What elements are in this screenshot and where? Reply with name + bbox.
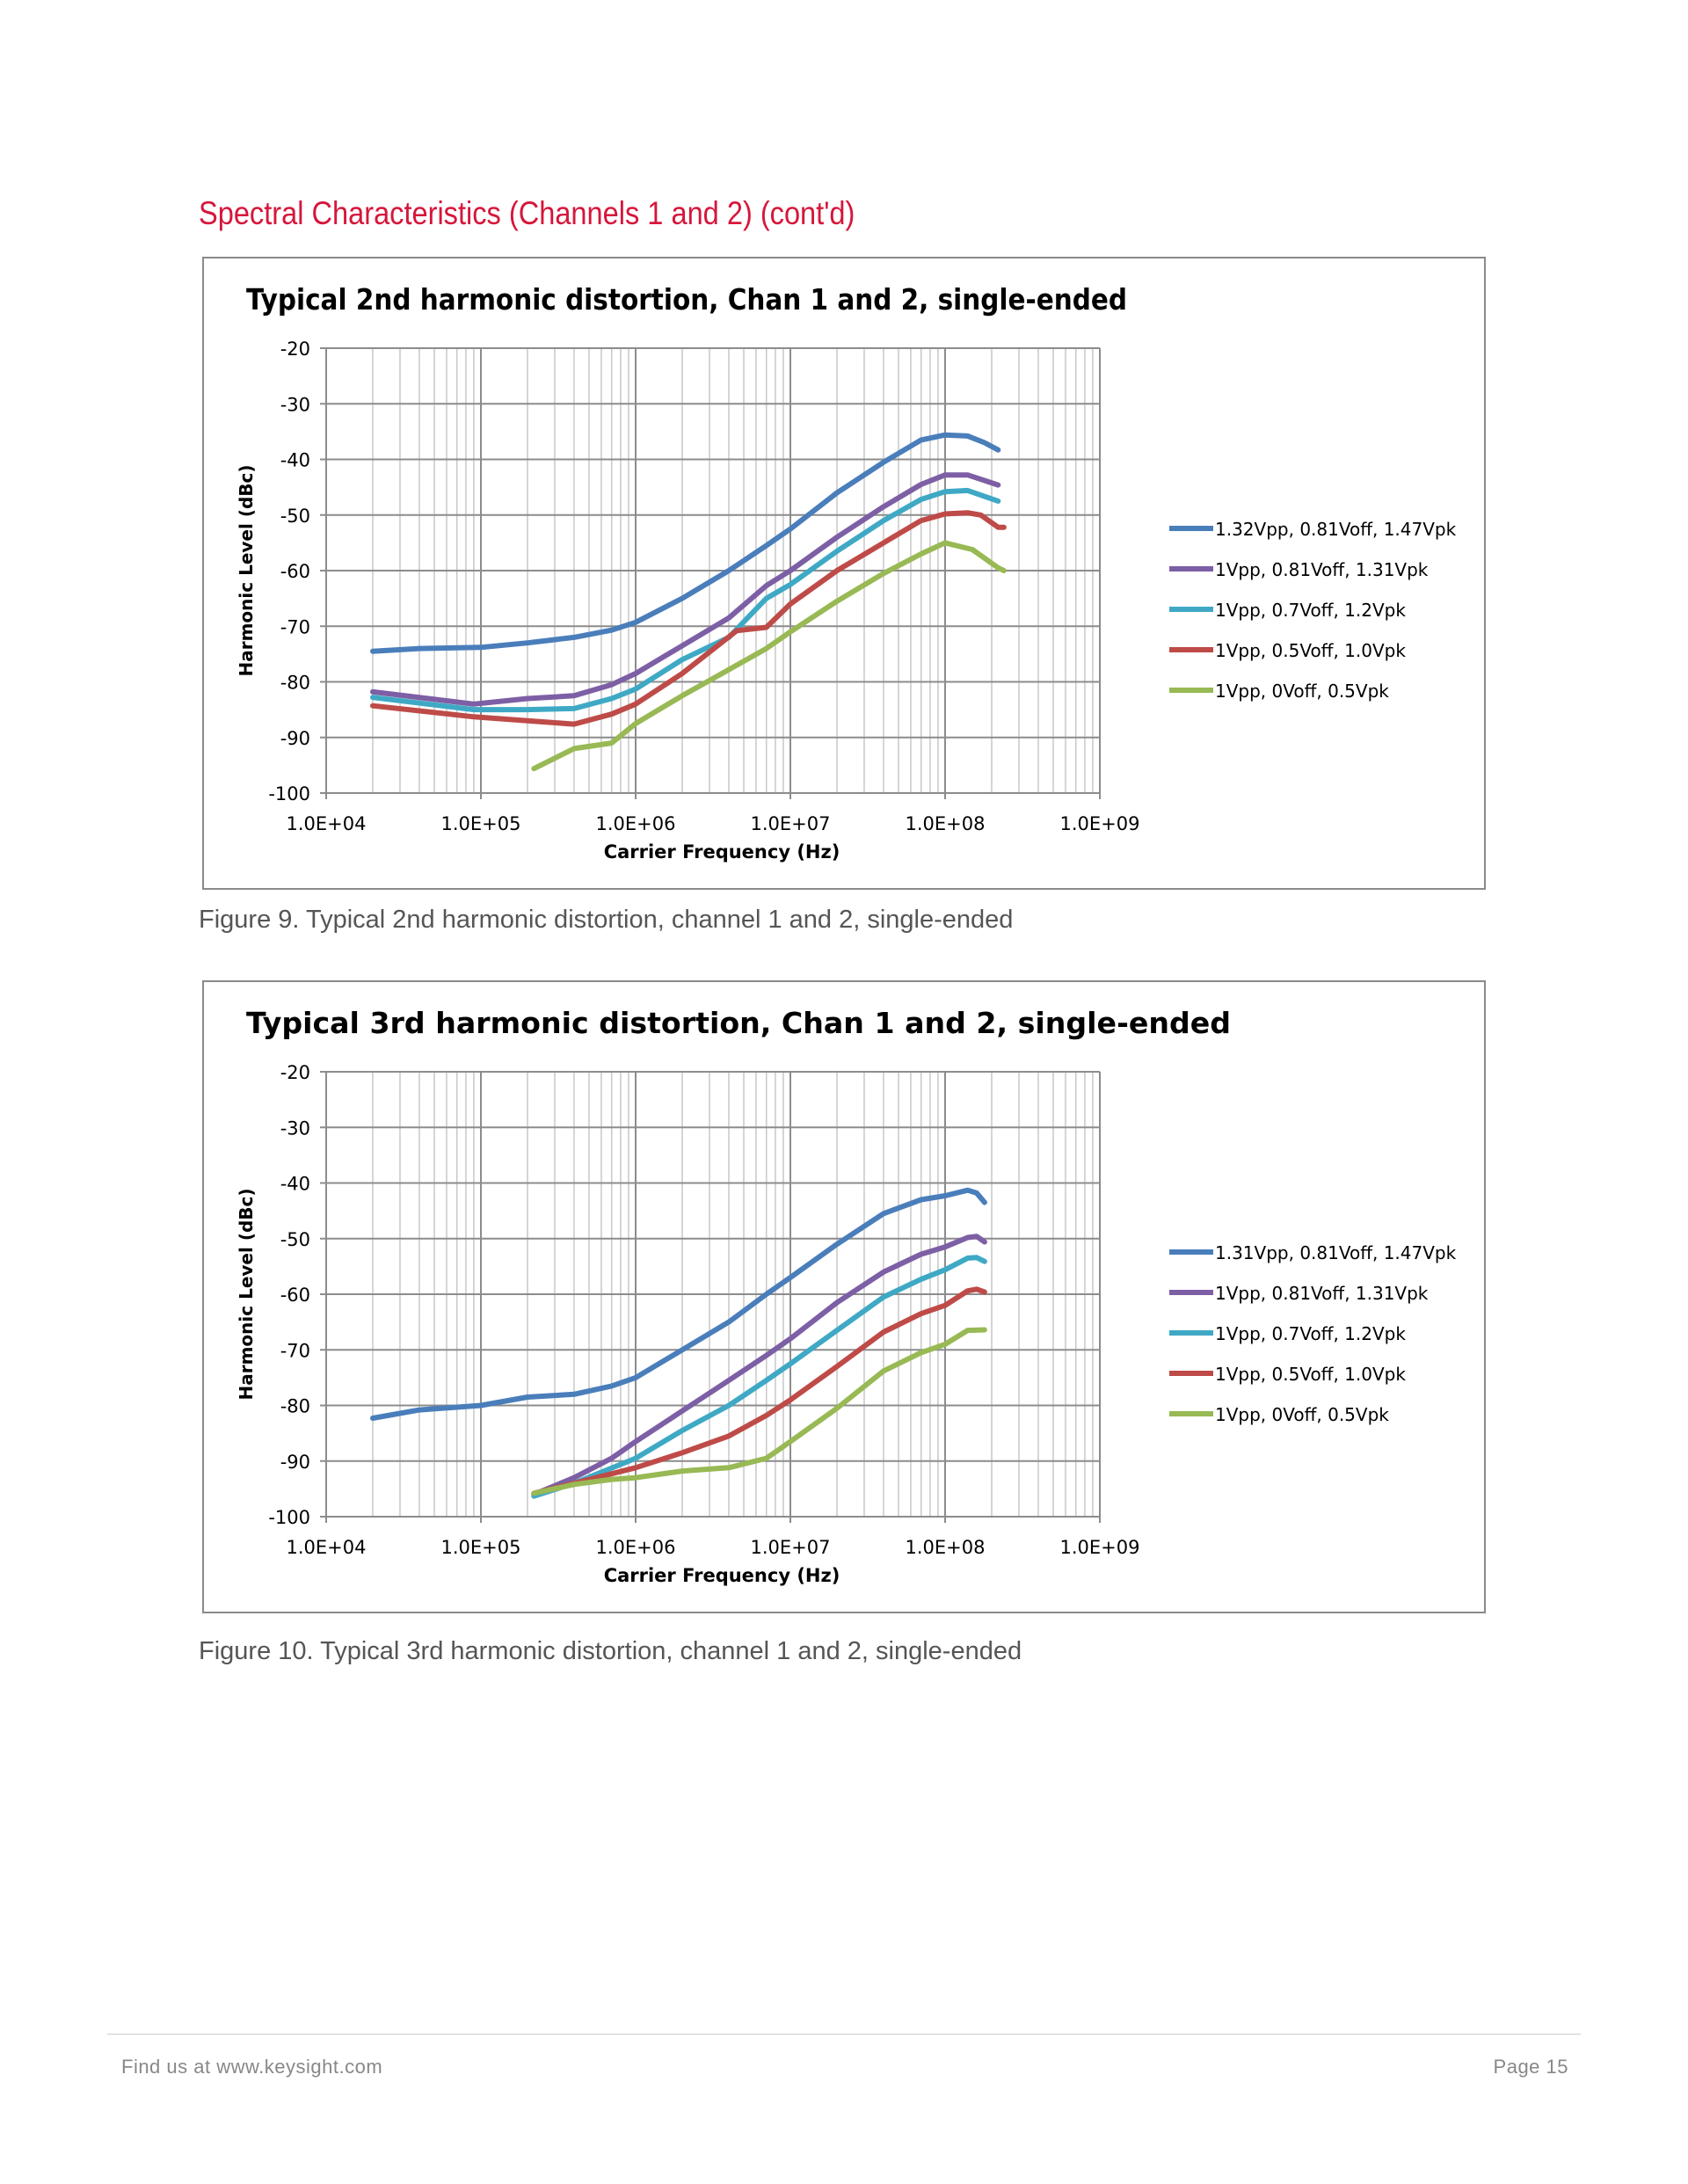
y-tick-label: -100: [268, 1507, 310, 1528]
series-line-5: [531, 1327, 987, 1496]
x-tick-label: 1.0E+08: [906, 1537, 986, 1558]
y-tick-label: -40: [280, 450, 310, 471]
y-tick-label: -90: [280, 728, 310, 749]
figure-9-caption: Figure 9. Typical 2nd harmonic distortio…: [199, 906, 1014, 934]
chart-svg: Typical 2nd harmonic distortion, Chan 1 …: [236, 282, 1457, 863]
series-line-4: [531, 1286, 987, 1496]
legend-label-2: 1Vpp, 0.81Voff, 1.31Vpk: [1215, 559, 1429, 580]
footer-divider: [107, 2034, 1581, 2035]
y-tick-label: -30: [280, 394, 310, 415]
legend-label-3: 1Vpp, 0.7Voff, 1.2Vpk: [1215, 600, 1406, 621]
y-tick-label: -40: [280, 1174, 310, 1195]
series-line-5: [531, 540, 1007, 772]
chart-title: Typical 3rd harmonic distortion, Chan 1 …: [246, 1006, 1231, 1040]
legend-label-1: 1.32Vpp, 0.81Voff, 1.47Vpk: [1215, 519, 1457, 540]
y-tick-label: -30: [280, 1117, 310, 1139]
series-line-2: [370, 472, 1001, 707]
y-tick-label: -60: [280, 561, 310, 582]
x-tick-label: 1.0E+05: [441, 813, 521, 834]
chart-title: Typical 2nd harmonic distortion, Chan 1 …: [246, 282, 1127, 317]
legend-label-1: 1.31Vpp, 0.81Voff, 1.47Vpk: [1215, 1242, 1457, 1263]
legend-label-5: 1Vpp, 0Voff, 0.5Vpk: [1215, 681, 1389, 702]
x-tick-label: 1.0E+05: [441, 1537, 521, 1558]
legend-label-5: 1Vpp, 0Voff, 0.5Vpk: [1215, 1404, 1389, 1425]
x-axis-label: Carrier Frequency (Hz): [604, 1565, 840, 1586]
x-tick-label: 1.0E+09: [1060, 813, 1140, 834]
footer-website[interactable]: Find us at www.keysight.com: [121, 2056, 383, 2078]
footer-page-number: Page 15: [1493, 2056, 1568, 2078]
legend-label-4: 1Vpp, 0.5Voff, 1.0Vpk: [1215, 640, 1406, 661]
series-line-3: [531, 1255, 987, 1499]
chart-svg: Typical 3rd harmonic distortion, Chan 1 …: [236, 1006, 1457, 1586]
chart-2nd-harmonic: Typical 2nd harmonic distortion, Chan 1 …: [202, 257, 1486, 890]
x-tick-label: 1.0E+07: [751, 1537, 831, 1558]
y-axis-label: Harmonic Level (dBc): [236, 1188, 257, 1400]
series-line-1: [370, 432, 1001, 654]
x-tick-label: 1.0E+04: [287, 813, 367, 834]
x-axis-label: Carrier Frequency (Hz): [604, 841, 840, 863]
y-axis-label: Harmonic Level (dBc): [236, 464, 257, 676]
y-tick-label: -70: [280, 1340, 310, 1361]
y-tick-label: -60: [280, 1285, 310, 1306]
x-tick-label: 1.0E+09: [1060, 1537, 1140, 1558]
legend-label-2: 1Vpp, 0.81Voff, 1.31Vpk: [1215, 1283, 1429, 1304]
y-tick-label: -80: [280, 1396, 310, 1417]
x-tick-label: 1.0E+04: [287, 1537, 367, 1558]
y-tick-label: -90: [280, 1452, 310, 1473]
y-tick-label: -70: [280, 616, 310, 637]
series-line-4: [370, 510, 1007, 727]
figure-10-caption: Figure 10. Typical 3rd harmonic distorti…: [199, 1637, 1022, 1665]
y-tick-label: -20: [280, 339, 310, 360]
y-tick-label: -80: [280, 673, 310, 694]
y-tick-label: -20: [280, 1062, 310, 1083]
x-tick-label: 1.0E+08: [906, 813, 986, 834]
y-tick-label: -50: [280, 1229, 310, 1250]
legend-label-4: 1Vpp, 0.5Voff, 1.0Vpk: [1215, 1364, 1406, 1385]
series-line-3: [370, 487, 1001, 713]
x-tick-label: 1.0E+07: [751, 813, 831, 834]
x-tick-label: 1.0E+06: [596, 813, 676, 834]
series-line-2: [531, 1234, 987, 1497]
x-tick-label: 1.0E+06: [596, 1537, 676, 1558]
chart-3rd-harmonic: Typical 3rd harmonic distortion, Chan 1 …: [202, 980, 1486, 1613]
y-tick-label: -50: [280, 506, 310, 527]
section-heading: Spectral Characteristics (Channels 1 and…: [199, 195, 855, 231]
y-tick-label: -100: [268, 783, 310, 804]
series-line-1: [370, 1187, 987, 1421]
legend-label-3: 1Vpp, 0.7Voff, 1.2Vpk: [1215, 1323, 1406, 1344]
